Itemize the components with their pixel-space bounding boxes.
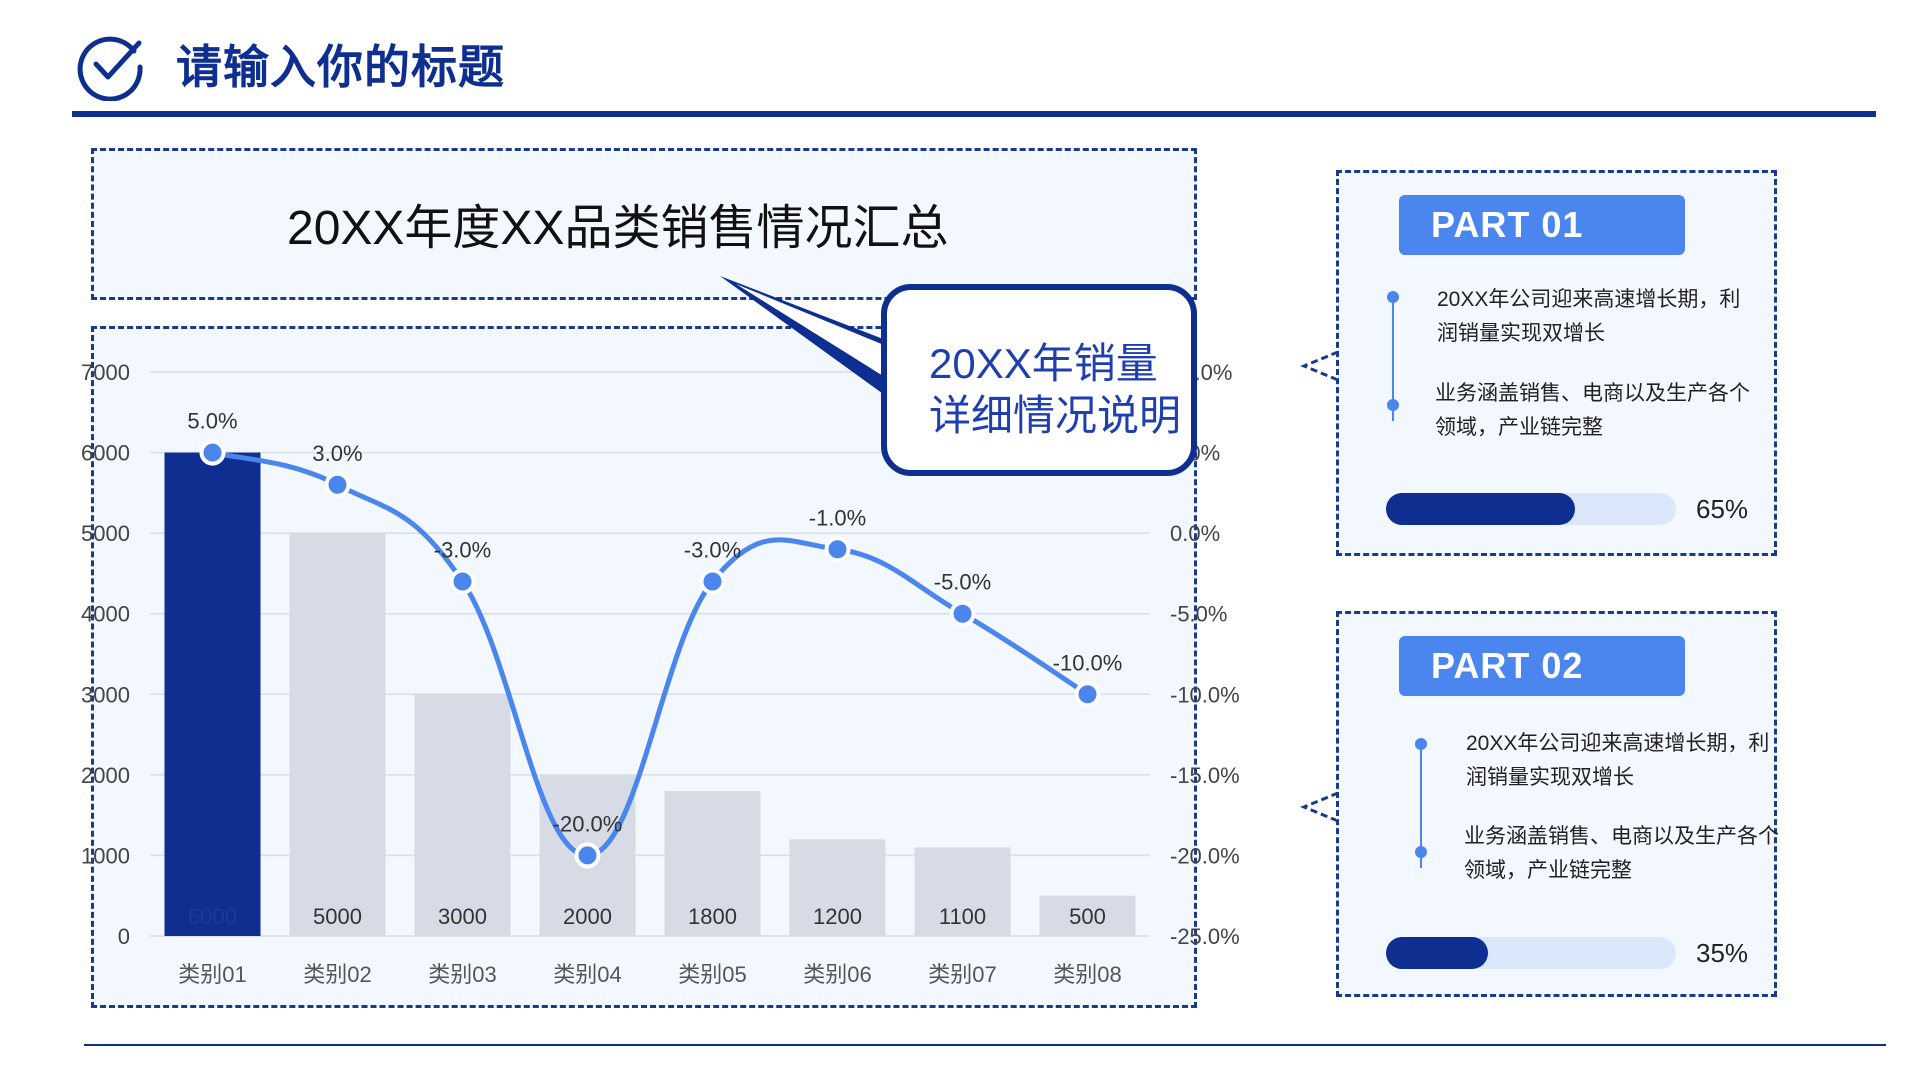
callout-line-2: 详细情况说明	[929, 392, 1182, 439]
card-notch	[1300, 791, 1339, 823]
part-01-progress-label: 65%	[1696, 494, 1749, 524]
part-01-card: PART 01 20XX年公司迎来高速增长期，利润销量实现双增长 业务涵盖销售、…	[1336, 170, 1777, 556]
timeline-dot	[1387, 399, 1399, 411]
timeline-line	[1420, 744, 1422, 868]
part-02-item-2: 业务涵盖销售、电商以及生产各个领域，产业链完整	[1464, 825, 1779, 882]
footer-divider	[84, 1044, 1886, 1046]
part-01-progress-bar	[1386, 493, 1676, 525]
part-02-progress-fill	[1386, 937, 1488, 969]
timeline-dot	[1415, 738, 1427, 750]
part-02-badge: PART 02	[1399, 636, 1685, 696]
timeline-dot	[1387, 291, 1399, 303]
header-divider	[72, 111, 1876, 117]
timeline-line	[1392, 297, 1394, 421]
part-01-badge: PART 01	[1399, 195, 1685, 255]
part-02-item-1: 20XX年公司迎来高速增长期，利润销量实现双增长	[1466, 732, 1770, 789]
summary-title-box: 20XX年度XX品类销售情况汇总	[91, 148, 1197, 300]
page-title: 请输入你的标题	[176, 41, 505, 93]
part-01-progress-fill	[1386, 493, 1575, 525]
card-notch	[1300, 350, 1339, 382]
check-circle-icon	[77, 36, 143, 101]
part-02-progress-bar	[1386, 937, 1676, 969]
part-01-item-2: 业务涵盖销售、电商以及生产各个领域，产业链完整	[1435, 382, 1750, 439]
summary-title: 20XX年度XX品类销售情况汇总	[287, 202, 949, 255]
callout-bubble: 20XX年销量 详细情况说明	[881, 284, 1197, 476]
part-02-progress-label: 35%	[1696, 938, 1749, 968]
part-01-item-1: 20XX年公司迎来高速增长期，利润销量实现双增长	[1437, 288, 1741, 345]
callout-text: 20XX年销量 详细情况说明	[929, 338, 1181, 442]
callout-line-1: 20XX年销量	[929, 340, 1158, 387]
part-02-card: PART 02 20XX年公司迎来高速增长期，利润销量实现双增长 业务涵盖销售、…	[1336, 611, 1779, 997]
timeline-dot	[1415, 846, 1427, 858]
